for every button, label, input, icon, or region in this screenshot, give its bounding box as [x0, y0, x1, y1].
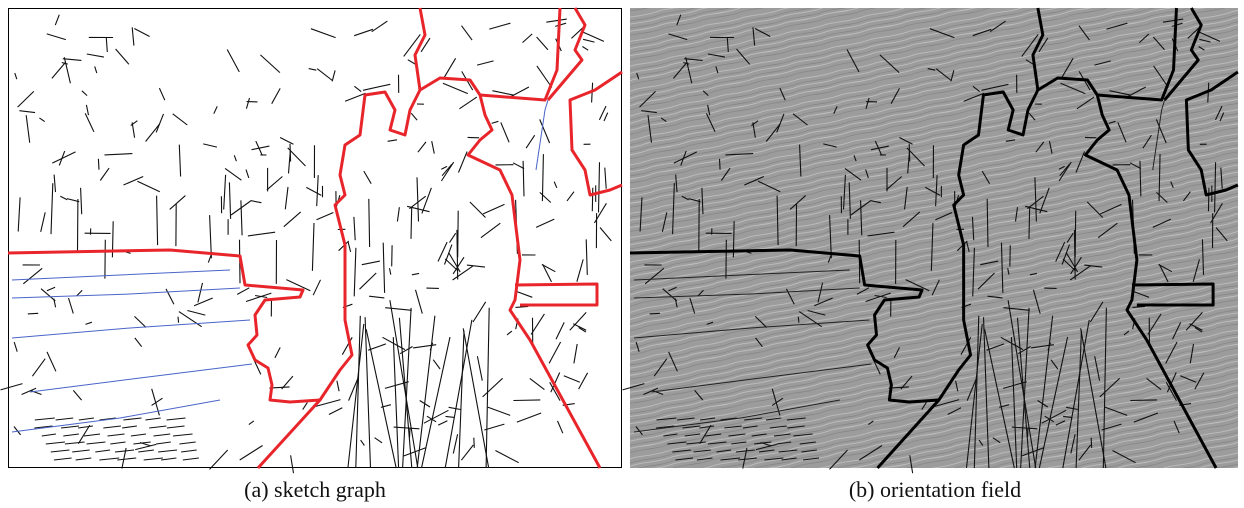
- caption: (b) orientation field: [849, 477, 1021, 502]
- caption: (a) sketch graph: [244, 477, 386, 502]
- page: {"figure": {"panels": [{"caption": "(a) …: [0, 0, 1244, 508]
- panel-frame: [9, 9, 622, 468]
- figure: (a) sketch graph (b) orientation field: [0, 0, 1244, 508]
- panel-b: (b) orientation field: [623, 8, 1238, 502]
- panel-a: (a) sketch graph: [1, 8, 623, 502]
